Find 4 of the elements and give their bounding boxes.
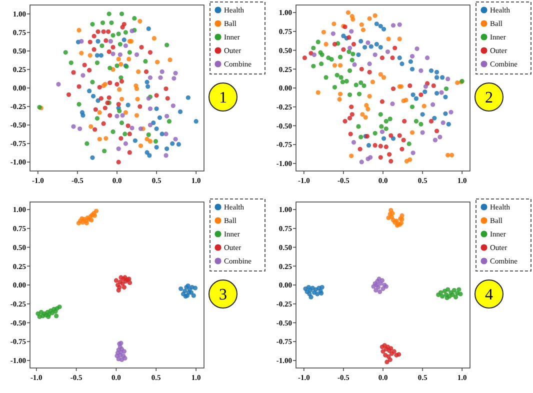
text: 3 (219, 286, 227, 304)
text: 4 (485, 286, 493, 304)
text: 1 (219, 90, 227, 107)
text: 2 (485, 90, 493, 107)
